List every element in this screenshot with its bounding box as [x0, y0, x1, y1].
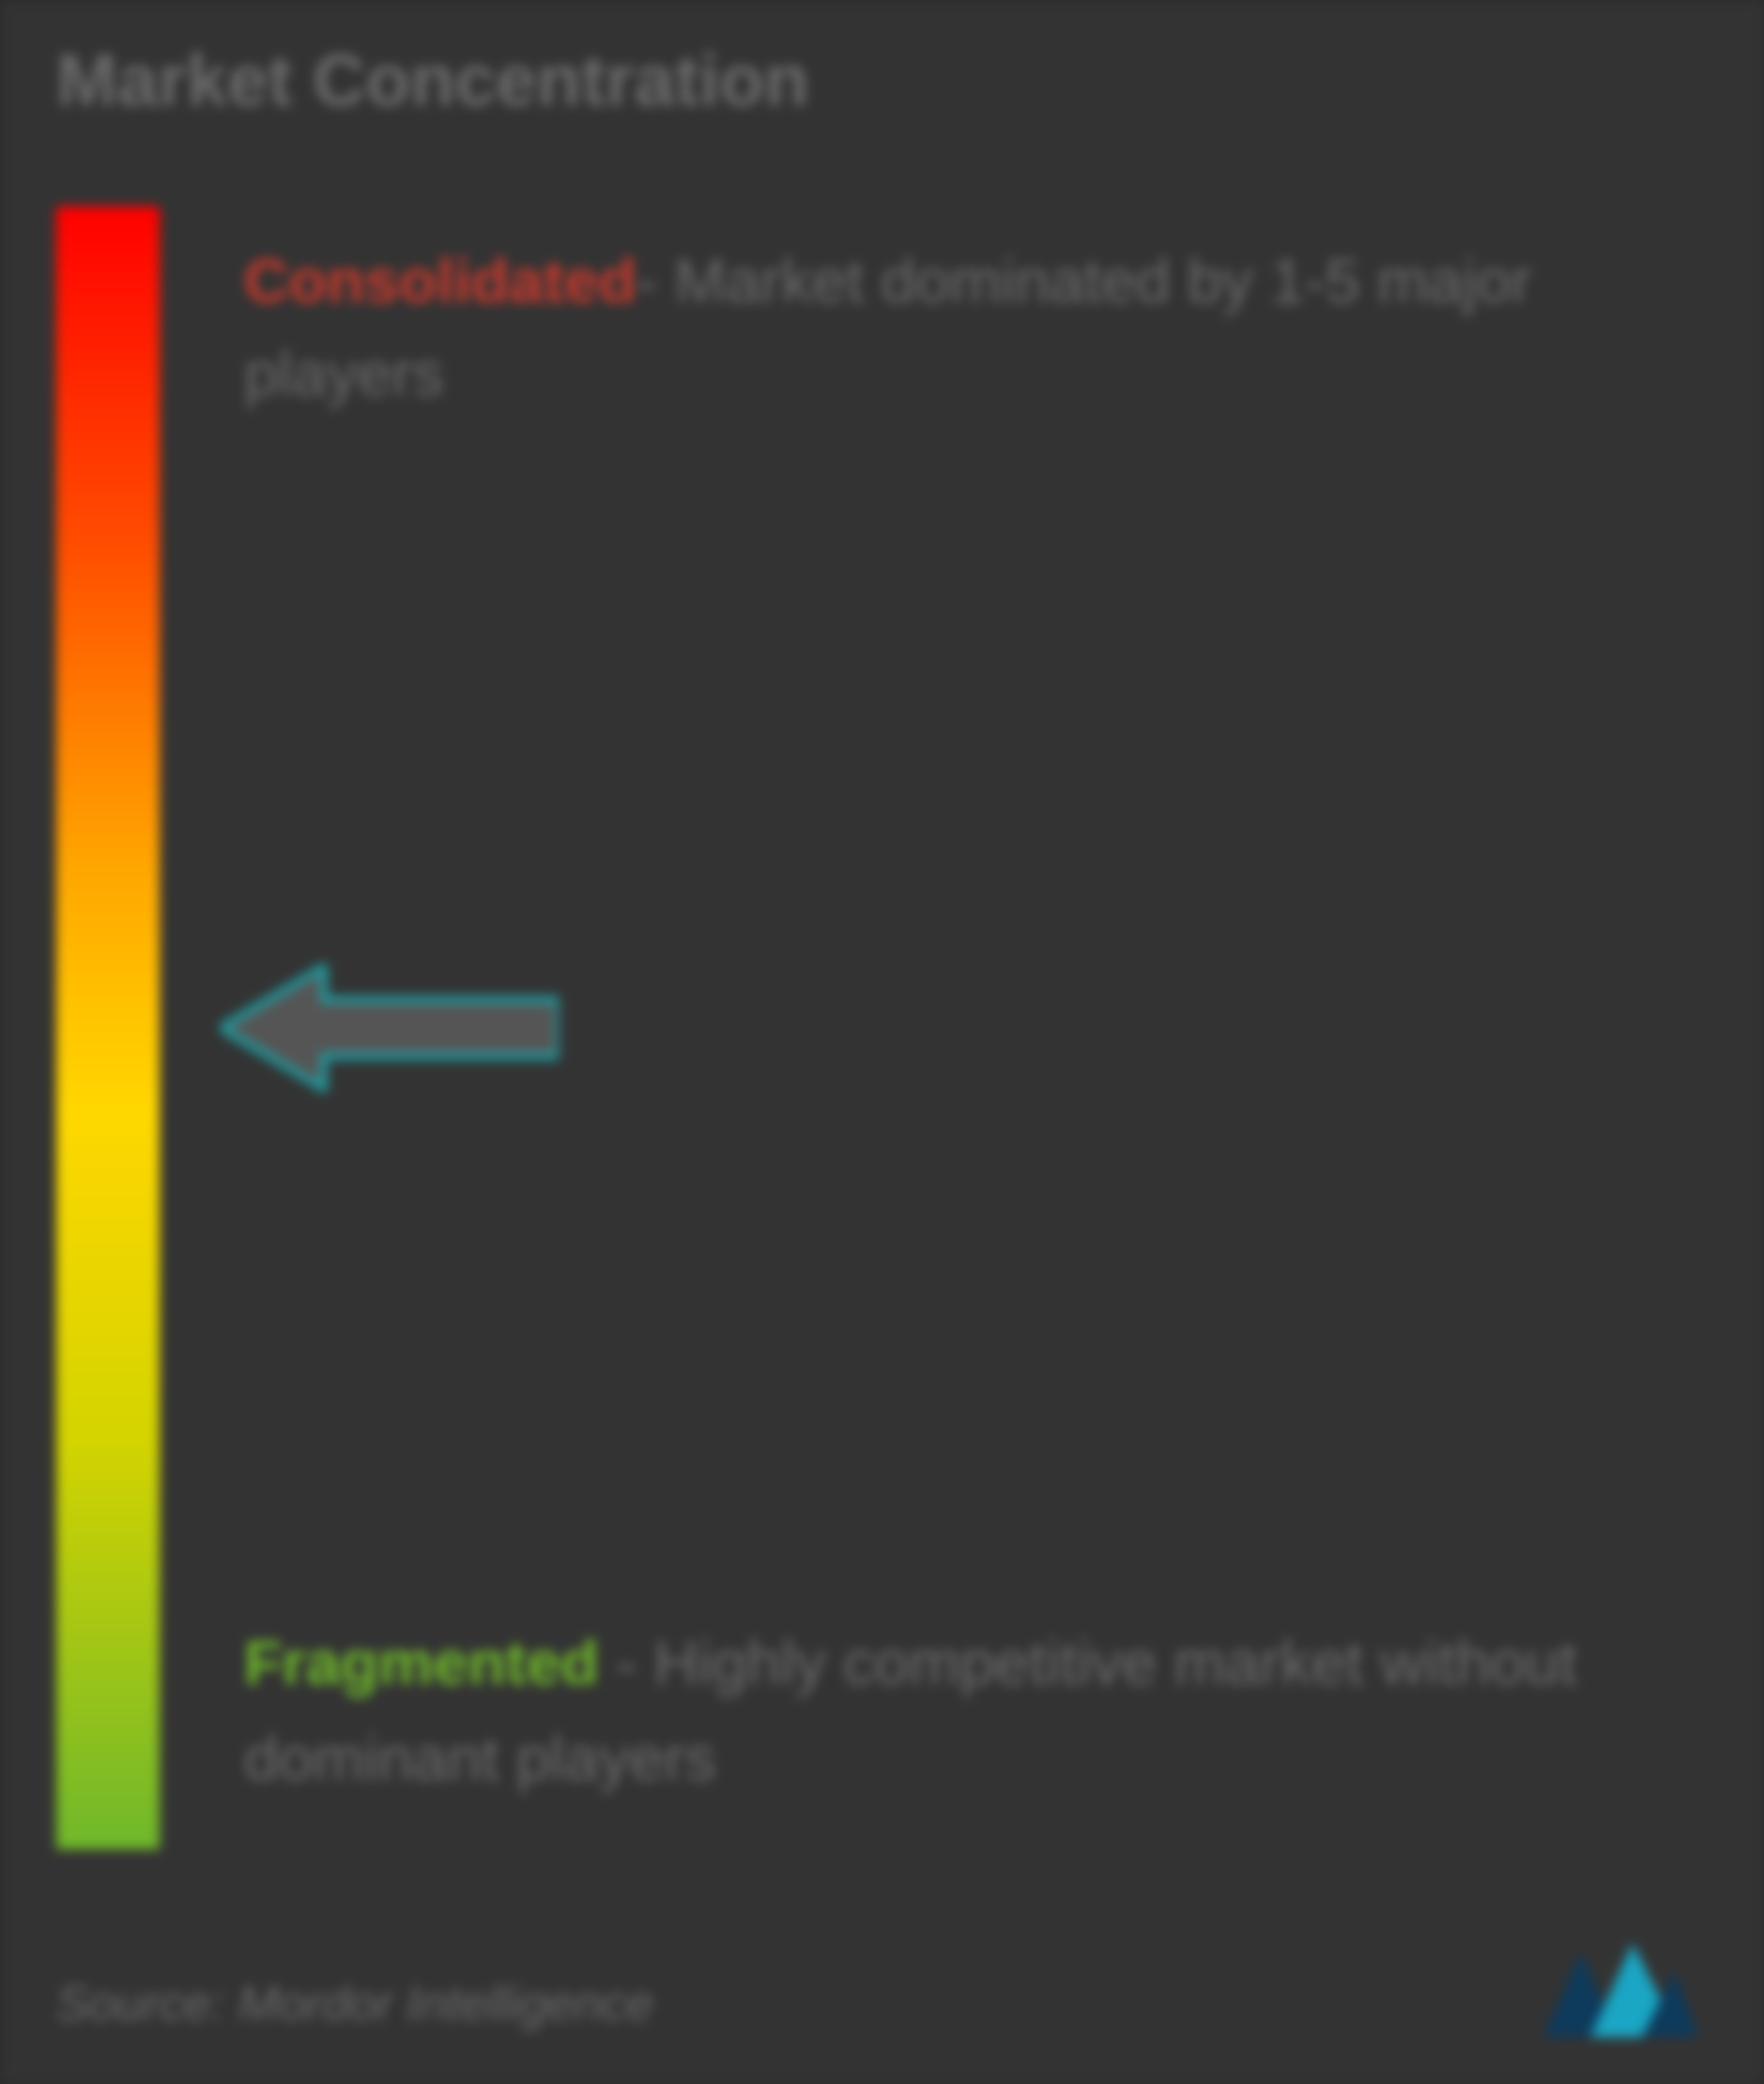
- concentration-gradient-bar: [56, 207, 160, 1849]
- brand-logo: [1539, 1938, 1698, 2042]
- consolidated-highlight: Consolidated: [244, 246, 637, 315]
- arrow-shape: [221, 967, 559, 1089]
- consolidated-label: Consolidated- Market dominated by 1-5 ma…: [244, 235, 1689, 421]
- chart-title: Market Concentration: [56, 38, 809, 123]
- indicator-arrow: [221, 958, 559, 1098]
- source-attribution: Source: Mordor Intelligence: [56, 1976, 653, 2032]
- fragmented-label: Fragmented - Highly competitive market w…: [244, 1615, 1689, 1807]
- fragmented-highlight: Fragmented: [244, 1628, 599, 1697]
- root-container: Market Concentration Consolidated- Marke…: [0, 0, 1764, 2084]
